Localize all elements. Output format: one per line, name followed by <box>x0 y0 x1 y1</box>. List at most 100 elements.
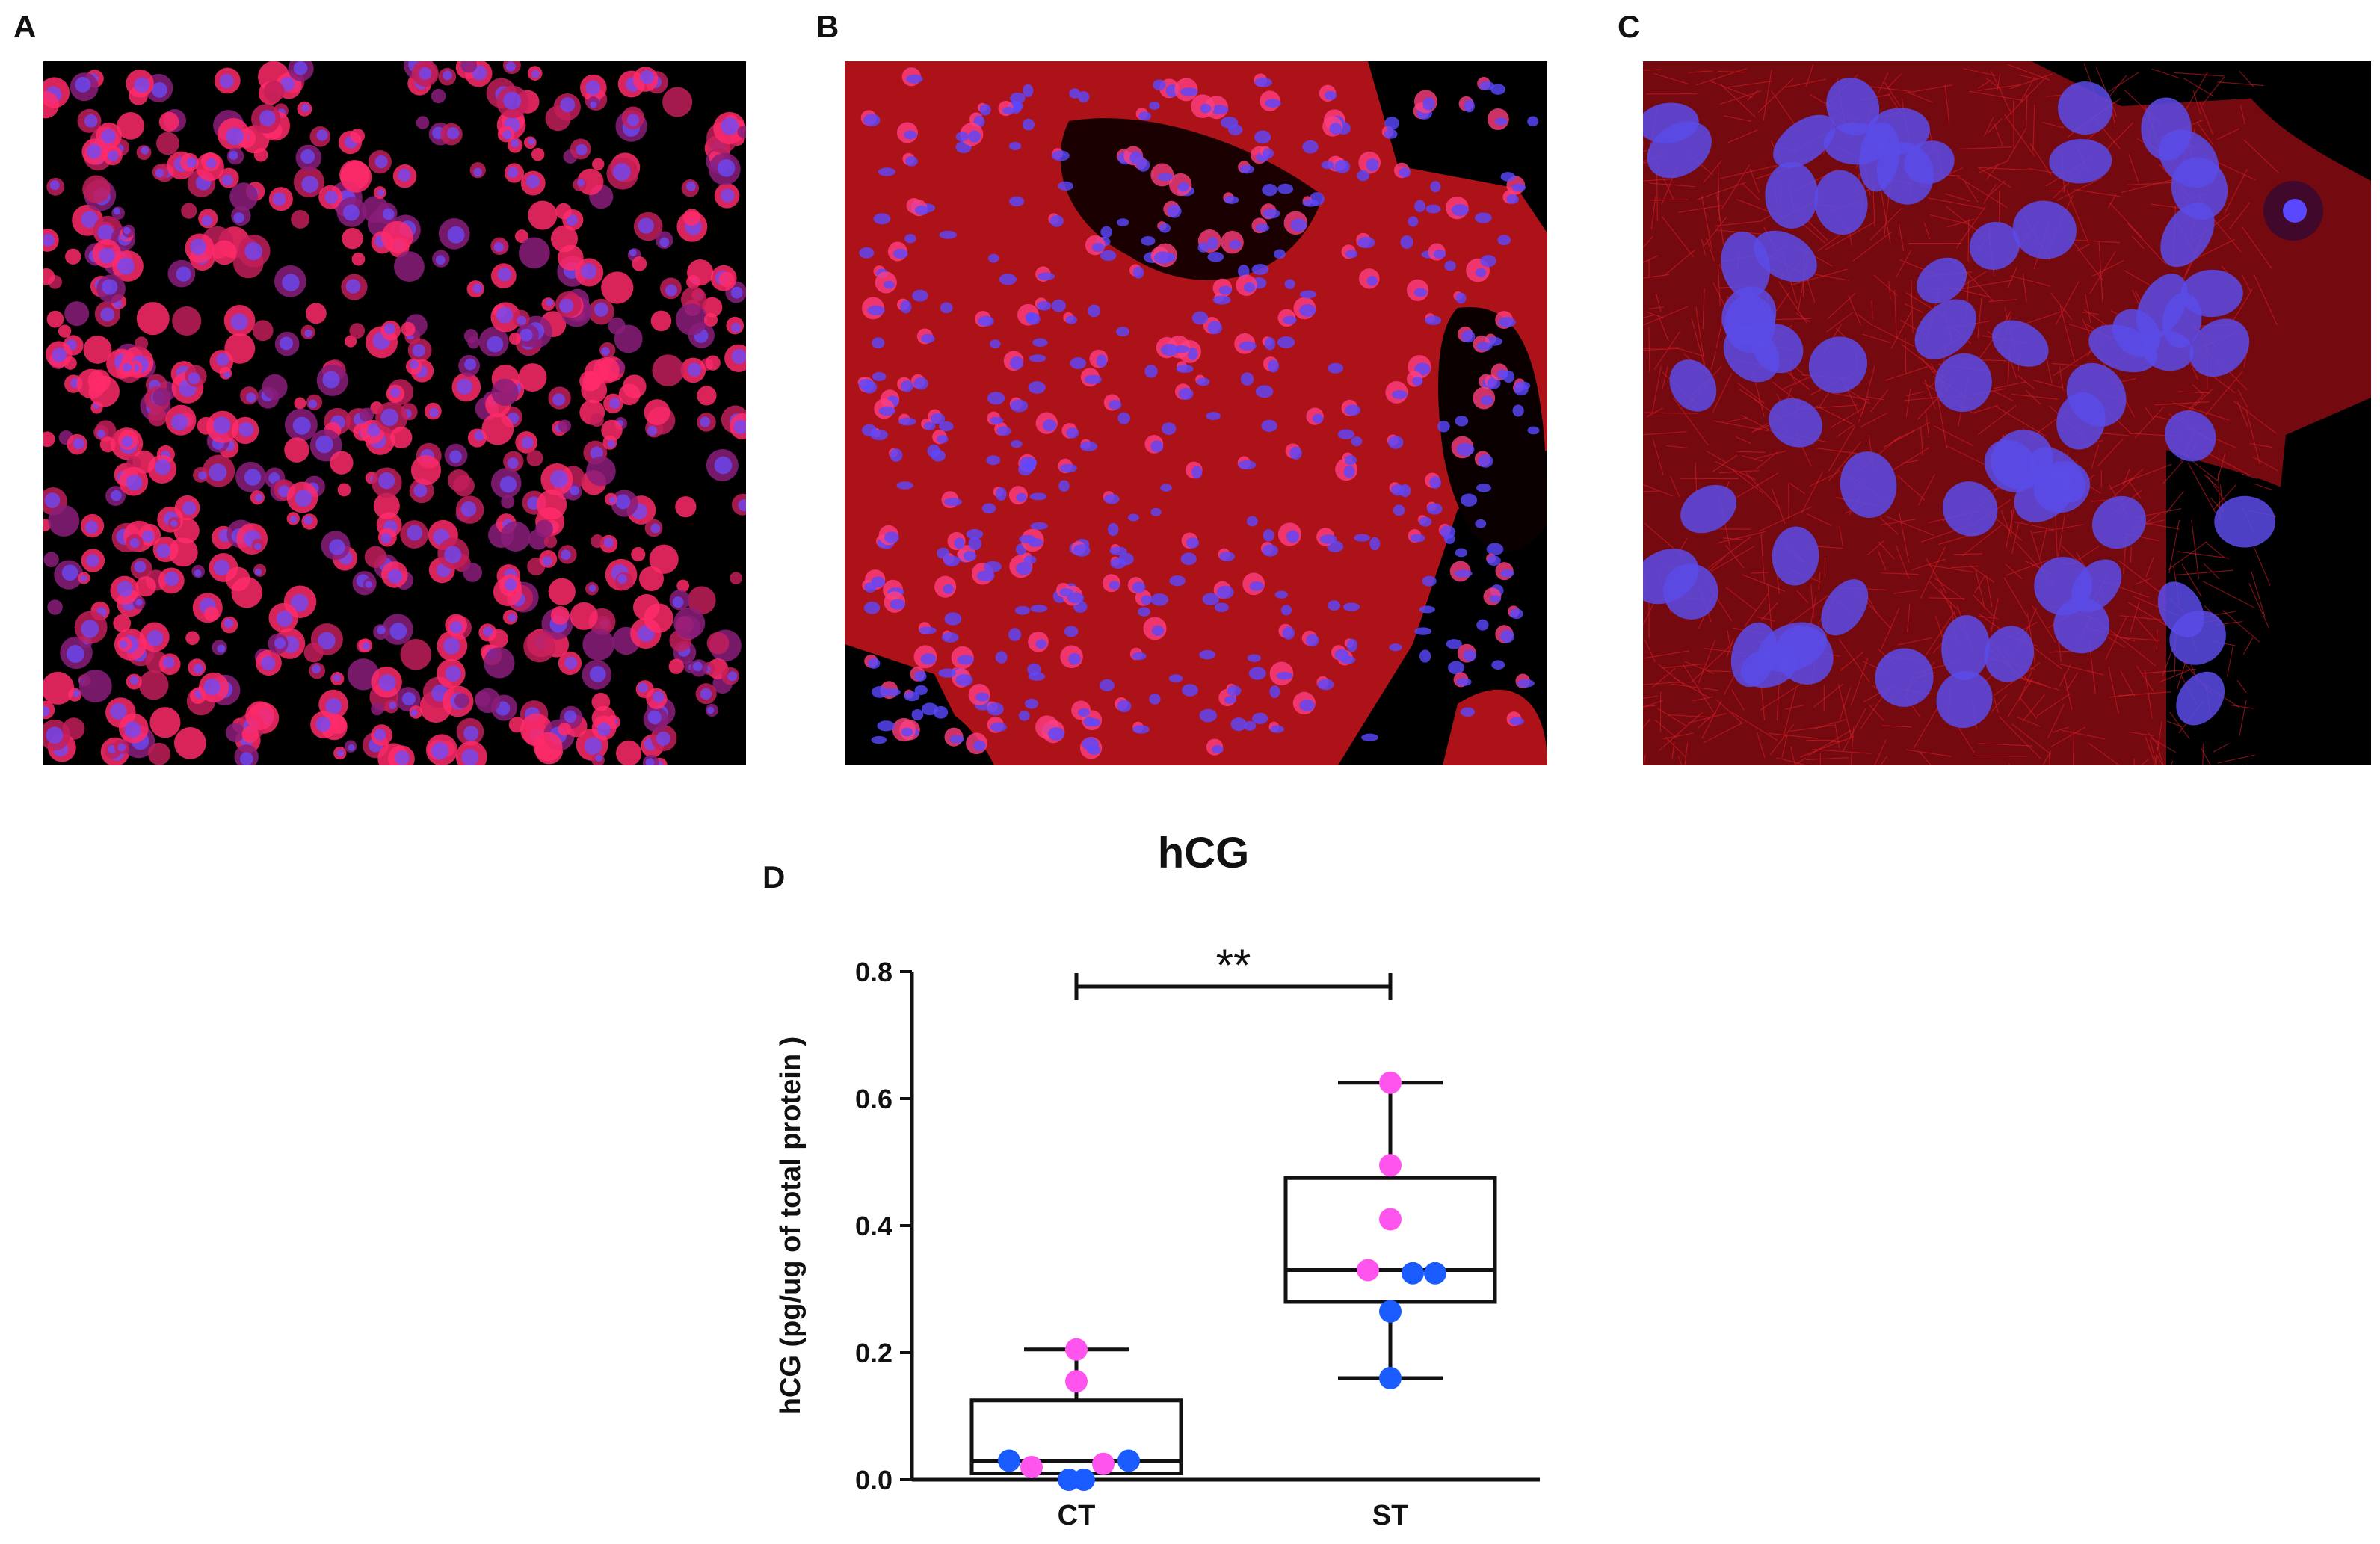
fiber-line <box>1671 683 1718 691</box>
fiber-line <box>1977 405 2017 436</box>
nucleus-blob <box>1514 381 1531 390</box>
fiber-line <box>1720 164 1778 179</box>
nucleus-blob <box>1494 117 1508 126</box>
nucleus-blob <box>863 602 881 614</box>
cell-blob <box>410 454 442 486</box>
cell-blob <box>675 303 708 336</box>
nucleus-blob <box>1510 608 1523 620</box>
nucleus-blob <box>431 742 449 760</box>
nucleus-blob <box>900 300 912 314</box>
nucleus-blob <box>526 174 540 188</box>
fiber-line <box>1954 280 2013 291</box>
cell-blob <box>481 413 514 445</box>
fiber-line <box>1643 718 1650 729</box>
nucleus-blob <box>954 537 965 549</box>
fiber-line <box>2050 292 2073 320</box>
nucleus-blob <box>504 578 517 591</box>
fiber-line <box>1887 73 1902 89</box>
fiber-line <box>1964 181 1979 203</box>
fiber-line <box>1710 351 1717 371</box>
fiber-line <box>2226 645 2234 677</box>
nucleus-blob <box>73 437 84 450</box>
fiber-line <box>1778 281 1807 324</box>
nucleus-blob <box>126 475 143 491</box>
cell-blob <box>548 578 576 605</box>
fiber-line <box>1869 389 1889 413</box>
nucleus-blob <box>1500 172 1516 182</box>
fiber-line <box>1928 197 1984 209</box>
nucleus-blob <box>108 150 119 162</box>
nucleus-blob <box>1366 158 1379 172</box>
nucleus-blob <box>472 283 483 294</box>
fiber-line <box>1874 739 1887 765</box>
cell-blob <box>390 426 413 449</box>
fiber-line <box>1969 565 1995 583</box>
fiber-line <box>1728 129 1758 143</box>
fiber-line <box>2243 139 2280 174</box>
cell-blob <box>88 376 120 407</box>
cell-sheet <box>1443 689 1547 765</box>
nucleus-blob <box>198 471 207 480</box>
y-tick-label: 0.6 <box>855 1084 892 1114</box>
nucleus-blob <box>968 537 982 551</box>
fiber-line <box>2020 676 2047 686</box>
nucleus-blob <box>389 623 407 640</box>
nucleus-blob <box>1150 507 1162 516</box>
cell-blob <box>65 248 81 265</box>
fiber-line <box>1998 716 2041 759</box>
fiber-line <box>1715 220 1763 227</box>
fiber-line <box>2252 456 2278 472</box>
nucleus-blob <box>933 705 949 719</box>
nucleus-blob <box>1478 454 1493 468</box>
nucleus-blob <box>896 481 913 490</box>
nucleus-blob <box>1274 249 1286 259</box>
nucleus-blob <box>1426 503 1443 515</box>
nucleus-blob <box>1144 365 1158 378</box>
fiber-line <box>1749 168 1760 193</box>
nucleus-blob <box>1456 442 1475 457</box>
fiber-line <box>2106 122 2134 150</box>
nucleus-blob <box>1159 223 1171 233</box>
fiber-line <box>1907 91 1934 103</box>
fiber-line <box>2213 743 2230 753</box>
nucleus-blob <box>1345 250 1358 259</box>
nucleus-blob <box>1328 600 1341 611</box>
nucleus-blob <box>1168 674 1183 683</box>
fiber-line <box>1643 178 1672 182</box>
fiber-line <box>1880 756 1888 765</box>
nucleus-blob <box>81 211 99 229</box>
fiber-line <box>1742 455 1763 462</box>
nucleus-blob <box>473 167 482 177</box>
nucleus-blob <box>155 168 164 178</box>
fiber-line <box>1886 516 1934 537</box>
micrograph-b-image <box>845 61 1547 765</box>
nucleus-blob <box>407 525 423 541</box>
fiber-line <box>1710 80 1754 99</box>
fiber-line <box>2032 605 2056 643</box>
fiber-line <box>1805 756 1849 761</box>
cell-blob <box>570 602 598 630</box>
fiber-line <box>2124 270 2154 288</box>
fiber-line <box>1643 484 1674 497</box>
nucleus-blob <box>1443 534 1455 544</box>
fiber-line <box>2156 754 2164 765</box>
nucleus-blob <box>1814 170 1868 235</box>
nucleus-blob <box>560 549 571 561</box>
fiber-line <box>1643 431 1687 436</box>
cell-blob <box>638 566 665 591</box>
nucleus-blob <box>901 727 913 737</box>
nucleus-blob <box>461 749 479 765</box>
fiber-line <box>1644 639 1656 663</box>
fiber-line <box>2131 235 2145 250</box>
fiber-line <box>2017 717 2041 727</box>
nucleus-blob <box>884 531 899 543</box>
nucleus-blob <box>1669 359 1717 412</box>
fiber-line <box>1662 732 1694 740</box>
fiber-line <box>1698 639 1716 684</box>
fiber-line <box>1703 160 1722 183</box>
nucleus-blob <box>1773 114 1836 168</box>
nucleus-blob <box>1255 385 1274 398</box>
fiber-line <box>2052 726 2069 733</box>
fiber-line <box>1704 722 1743 744</box>
nucleus-blob <box>348 744 355 751</box>
